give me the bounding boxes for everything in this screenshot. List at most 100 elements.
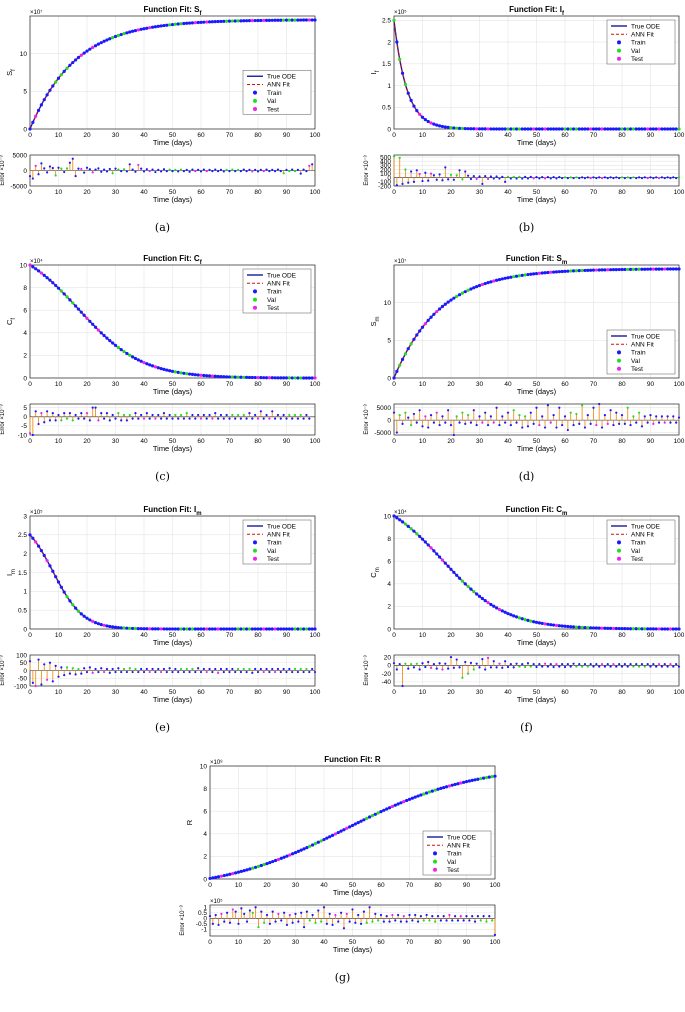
train-point (534, 620, 539, 624)
train-point (432, 122, 436, 126)
error-point (543, 662, 547, 665)
train-point (526, 618, 530, 622)
train-point (489, 280, 493, 284)
x-tick-label-f: 60 (561, 632, 569, 639)
train-point (406, 91, 410, 95)
train-point (611, 268, 616, 272)
val-point (620, 127, 624, 131)
error-point (322, 906, 326, 909)
error-point (652, 177, 655, 180)
y-tick-label-a: 5 (23, 89, 27, 96)
error-point (418, 668, 421, 671)
val-point (365, 816, 369, 821)
test-point (435, 309, 439, 314)
train-point (617, 127, 621, 131)
error-point (595, 662, 598, 666)
val-point (116, 345, 120, 350)
error-point (299, 667, 302, 671)
train-point (227, 375, 232, 379)
legend-swatch-test (253, 556, 257, 561)
error-point (151, 413, 154, 417)
train-point (440, 304, 445, 309)
error-point (649, 414, 652, 417)
error-point (168, 667, 171, 670)
error-point (549, 421, 552, 424)
error-point (632, 415, 635, 418)
train-point (139, 359, 143, 363)
train-point (509, 613, 513, 617)
error-point (609, 409, 612, 412)
error-point (225, 168, 228, 171)
error-point (48, 165, 52, 168)
error-point (162, 667, 166, 671)
err-y-tick-label-c: -10 (18, 432, 28, 439)
error-point (111, 413, 114, 417)
train-point (509, 275, 513, 279)
train-point (597, 626, 601, 630)
err-y-tick-label-b: -200 (378, 183, 391, 190)
train-point (210, 627, 214, 631)
train-point (136, 627, 140, 631)
error-point (481, 421, 484, 424)
y-tick-label-b: 2.5 (382, 18, 391, 25)
train-point (668, 267, 673, 271)
err-x-tick-label-d: 40 (504, 438, 512, 445)
train-point (571, 269, 576, 273)
error-point (239, 670, 242, 674)
train-point (42, 273, 46, 277)
val-point (460, 291, 464, 295)
train-point (68, 63, 72, 67)
train-point (492, 127, 496, 131)
x-tick-label-d: 60 (561, 381, 569, 388)
error-point (572, 423, 575, 427)
x-tick-label-f: 40 (504, 632, 512, 639)
error-point (154, 670, 157, 674)
legend-swatch-val (253, 297, 257, 302)
error-point (120, 419, 123, 422)
error-point (54, 174, 57, 177)
err-x-tick-label-g: 90 (463, 939, 471, 946)
error-point (225, 413, 228, 417)
caption-f: (f) (520, 721, 533, 734)
error-point (532, 422, 535, 425)
err-x-tick-label-g: 80 (434, 939, 442, 946)
train-point (412, 104, 416, 108)
error-point (28, 432, 32, 435)
x-tick-label-a: 20 (83, 132, 91, 139)
error-point (148, 670, 151, 674)
train-point (119, 348, 123, 352)
train-point (276, 627, 280, 631)
err-x-tick-label-d: 90 (647, 438, 655, 445)
y-axis-label-sub-e: m (11, 569, 17, 574)
train-point (153, 25, 157, 29)
error-point (242, 413, 245, 417)
error-point (549, 177, 552, 180)
error-point (100, 667, 103, 670)
error-point (575, 665, 578, 668)
train-point (267, 18, 271, 22)
err-x-tick-label-b: 50 (533, 189, 541, 196)
err-x-tick-label-a: 80 (254, 189, 262, 196)
error-point (117, 412, 120, 415)
test-point (34, 540, 38, 544)
x-tick-label-d: 20 (447, 381, 455, 388)
error-point (274, 670, 277, 674)
train-point (159, 24, 163, 28)
error-point (657, 177, 661, 180)
train-point (552, 623, 556, 627)
train-point (350, 823, 355, 828)
error-point (362, 910, 365, 913)
train-point (611, 127, 616, 131)
error-point (222, 170, 225, 173)
train-point (426, 119, 430, 124)
train-point (534, 271, 539, 276)
legend-label-d: ANN Fit (631, 342, 654, 349)
error-point (458, 666, 461, 669)
train-point (443, 125, 447, 129)
train-point (603, 268, 607, 272)
error-point (506, 411, 510, 414)
error-point (469, 421, 473, 424)
train-point (591, 626, 596, 630)
error-point (171, 670, 174, 674)
